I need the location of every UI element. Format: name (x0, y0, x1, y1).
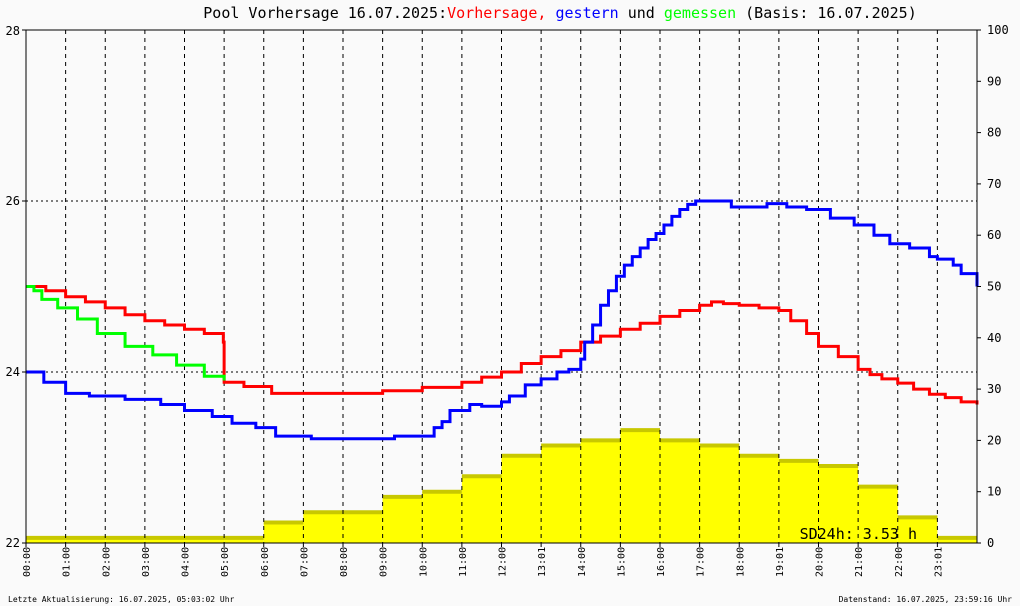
sunshine-bar (184, 537, 225, 543)
y2-tick-label: 30 (987, 382, 1001, 396)
series-line-gemessen (26, 285, 226, 381)
title-basis: (Basis: 16.07.2025) (745, 4, 917, 22)
x-tick-label: 18:00 (735, 547, 746, 577)
x-tick-label: 23:01 (933, 547, 944, 577)
sunshine-bar (263, 522, 304, 543)
footer-data-status: Datenstand: 16.07.2025, 23:59:16 Uhr (839, 595, 1013, 604)
y2-tick-label: 20 (987, 433, 1001, 447)
y2-tick-label: 40 (987, 331, 1001, 345)
x-tick-label: 11:00 (458, 547, 469, 577)
x-tick-label: 02:00 (101, 547, 112, 577)
sunshine-bar (580, 440, 621, 543)
x-tick-label: 20:00 (815, 547, 826, 577)
x-tick-label: 05:00 (220, 547, 231, 577)
x-tick-label: 22:00 (894, 547, 905, 577)
sunshine-bar (818, 466, 859, 543)
plot-area: 22 24 26 28 0 10 20 30 40 50 60 70 80 90 100 00:00 01:00… (6, 23, 1009, 577)
series-line-gestern (26, 199, 979, 441)
sunshine-bar (660, 440, 700, 543)
x-tick-label: 06:00 (260, 547, 271, 577)
sunshine-bar (422, 491, 462, 543)
sunshine-bar (501, 455, 542, 543)
title-prefix: Pool Vorhersage 16.07.2025: (203, 4, 447, 22)
y-tick-label: 22 (6, 536, 20, 550)
y2-tick-label: 50 (987, 280, 1001, 294)
x-tick-label: 01:00 (62, 547, 73, 577)
y2-tick-label: 100 (987, 23, 1009, 37)
x-tick-label: 04:00 (181, 547, 192, 577)
chart-title: Pool Vorhersage 16.07.2025:Vorhersage, g… (203, 4, 916, 22)
sunshine-bar (303, 512, 343, 543)
sunshine-duration-label: SD24h: 3.53 h (800, 525, 917, 543)
x-tick-label: 21:00 (854, 547, 865, 577)
title-forecast: Vorhersage, (447, 4, 546, 22)
sunshine-bar (937, 537, 977, 543)
series-line-vorhersage (26, 285, 979, 405)
sunshine-bar (897, 517, 938, 543)
title-yesterday: gestern (555, 4, 618, 22)
x-tick-label: 00:00 (22, 547, 33, 577)
title-und: und (628, 4, 655, 22)
x-tick-label: 17:00 (696, 547, 707, 577)
x-tick-label: 19:01 (775, 547, 786, 577)
sunshine-bar (382, 496, 423, 543)
y2-tick-label: 0 (987, 536, 994, 550)
sunshine-bar (105, 537, 145, 543)
y2-tick-label: 60 (987, 228, 1001, 242)
sunshine-bar (65, 537, 106, 543)
sunshine-bar (541, 445, 581, 543)
y2-tick-label: 10 (987, 485, 1001, 499)
y-tick-label: 24 (6, 365, 20, 379)
title-measured: gemessen (664, 4, 736, 22)
y2-tick-label: 70 (987, 177, 1001, 191)
sunshine-bar (739, 455, 779, 543)
x-tick-label: 14:00 (577, 547, 588, 577)
x-tick-label: 03:00 (141, 547, 152, 577)
y-tick-label: 26 (6, 194, 20, 208)
sunshine-bar (620, 430, 660, 543)
x-tick-label: 07:00 (299, 547, 310, 577)
x-tick-label: 08:00 (339, 547, 350, 577)
y2-tick-label: 90 (987, 74, 1001, 88)
y-tick-label: 28 (6, 24, 20, 38)
sunshine-bar (858, 486, 898, 543)
x-tick-label: 10:00 (418, 547, 429, 577)
x-tick-label: 15:00 (616, 547, 627, 577)
sunshine-bar (144, 537, 185, 543)
footer-last-update: Letzte Aktualisierung: 16.07.2025, 05:03… (8, 595, 235, 604)
sunshine-bar (461, 476, 502, 543)
sunshine-bar (26, 537, 66, 543)
y2-tick-label: 80 (987, 126, 1001, 140)
x-tick-label: 09:00 (379, 547, 390, 577)
sunshine-bar (224, 537, 264, 543)
x-tick-label: 16:00 (656, 547, 667, 577)
sunshine-bar (343, 512, 383, 543)
sunshine-bar (699, 445, 740, 543)
x-tick-label: 13:01 (537, 547, 548, 577)
x-tick-label: 12:00 (498, 547, 509, 577)
sunshine-bar (778, 460, 819, 543)
